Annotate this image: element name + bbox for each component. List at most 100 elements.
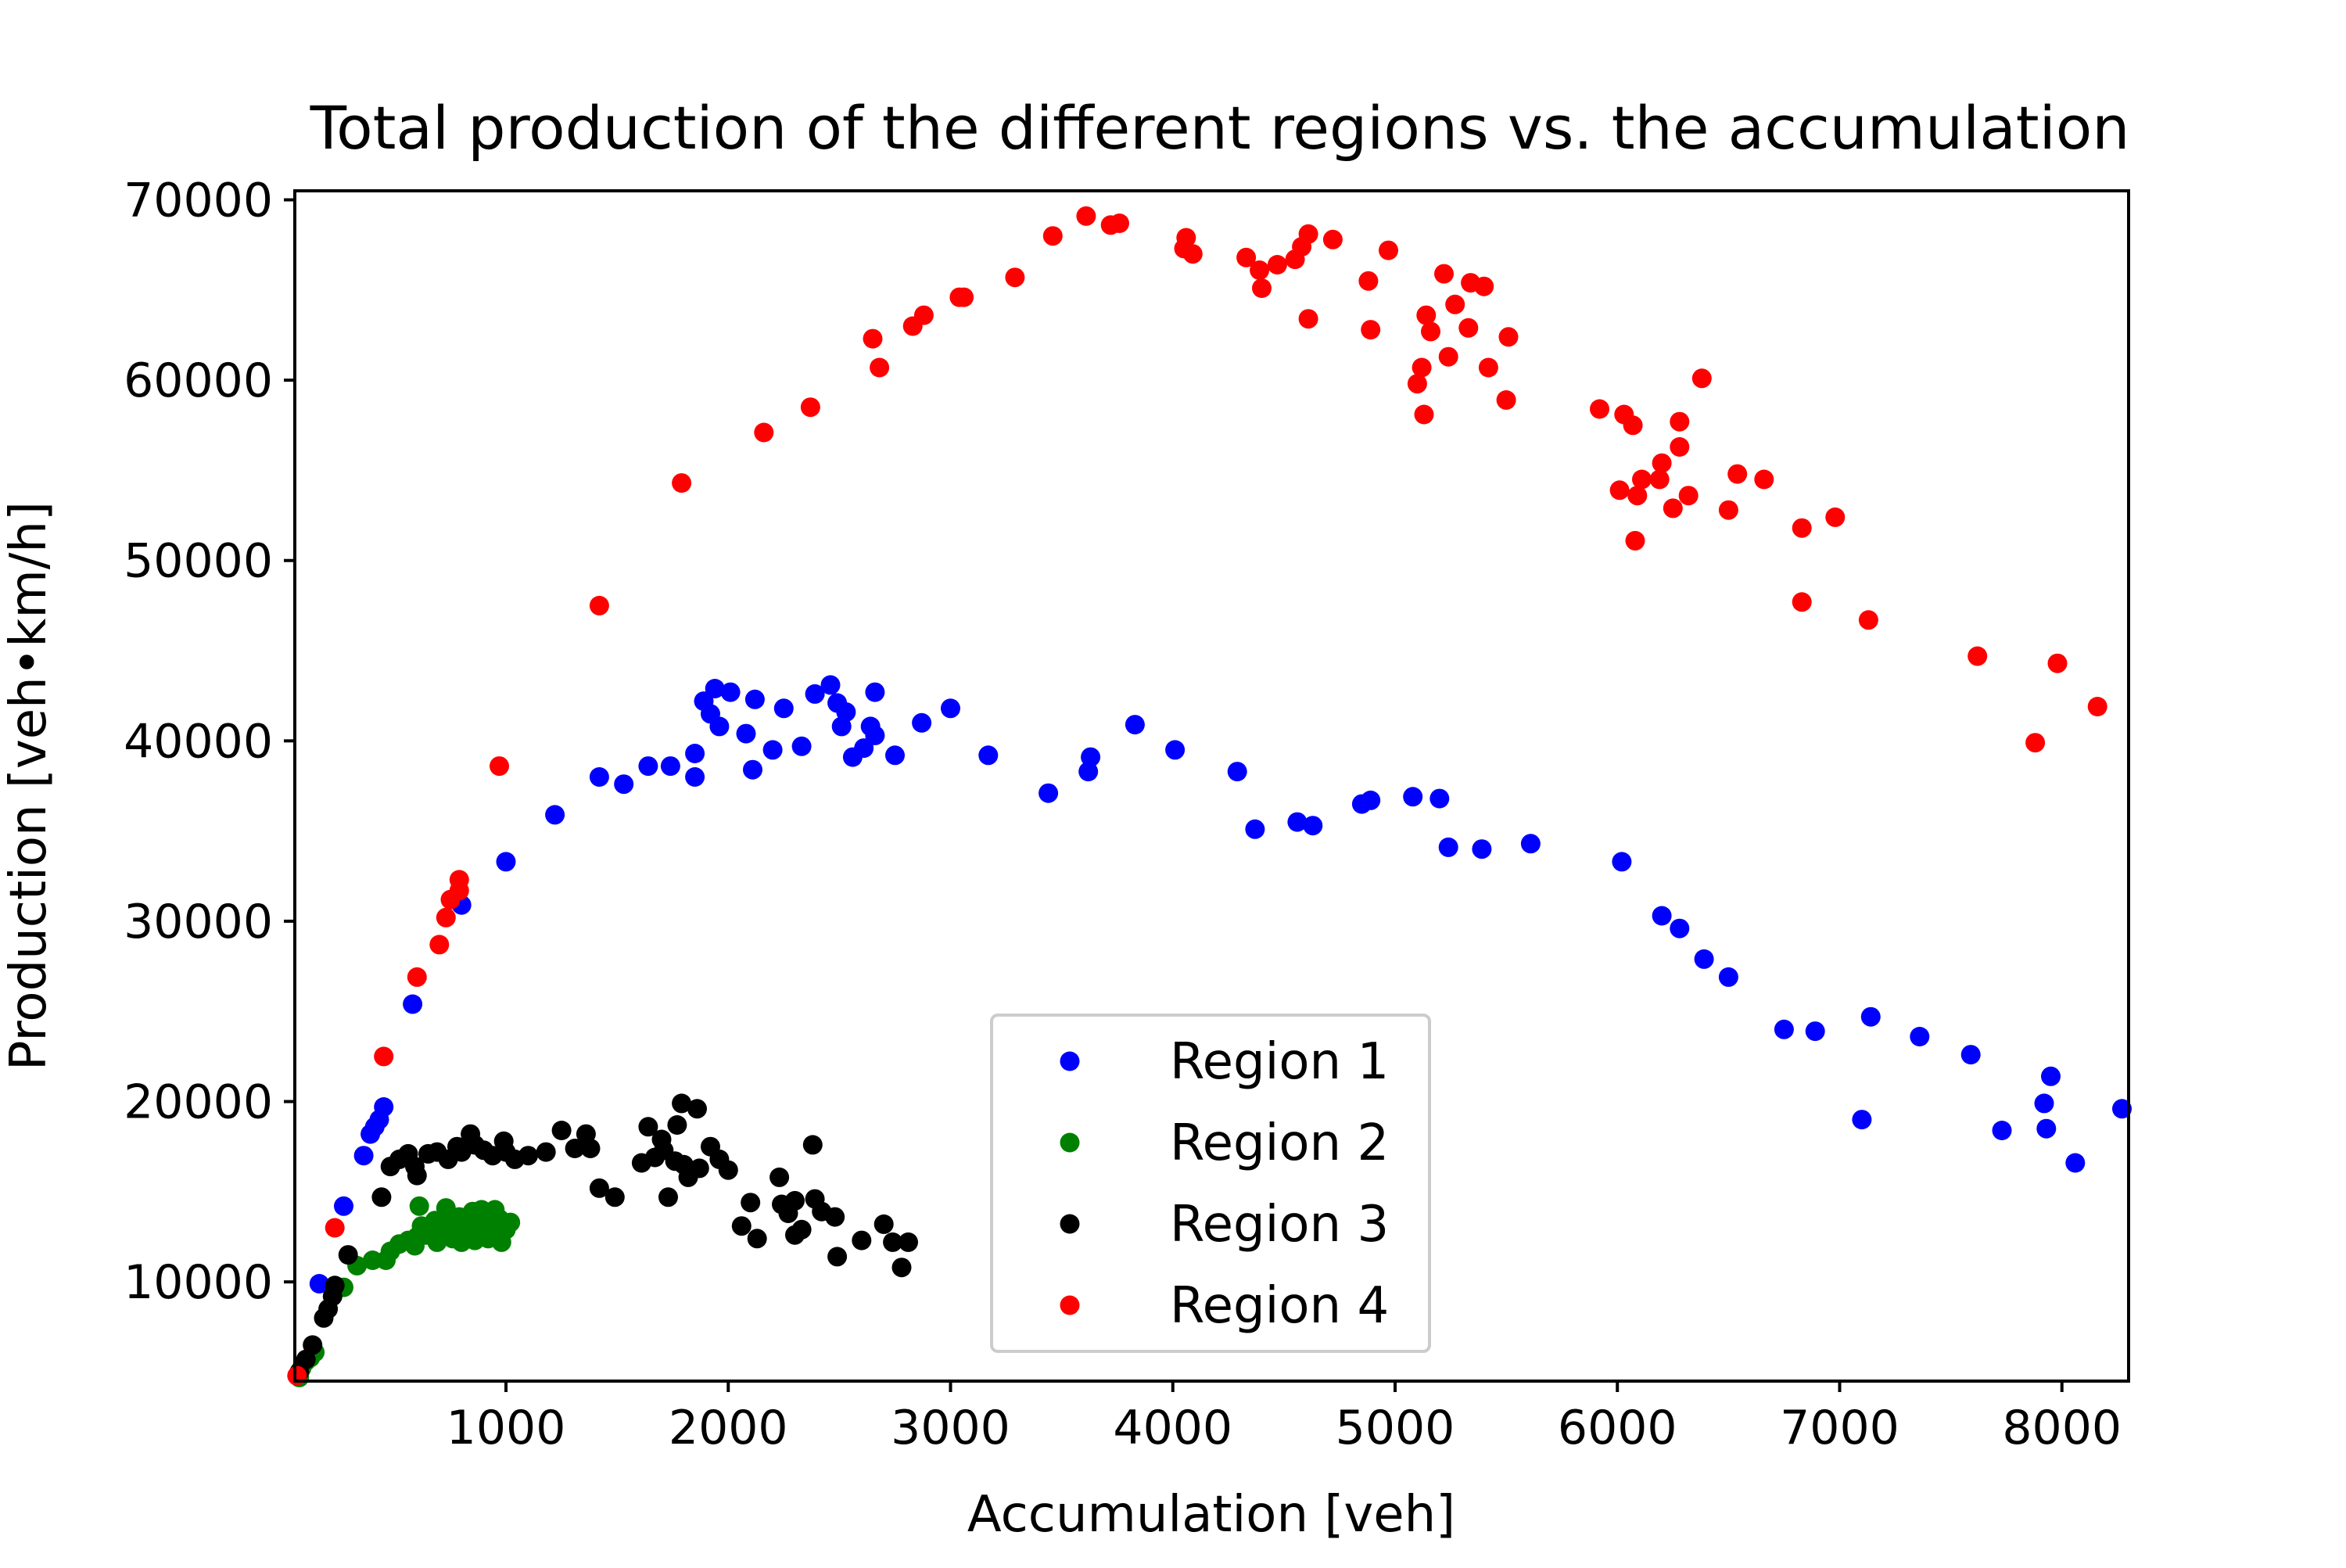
y-tick-label: 40000 [124, 714, 273, 769]
data-point [865, 725, 885, 745]
data-point [762, 740, 783, 760]
data-point [769, 1167, 790, 1187]
data-point [1792, 518, 1812, 538]
data-point [1652, 453, 1672, 473]
data-point [325, 1218, 345, 1238]
x-tick-label: 7000 [1780, 1401, 1899, 1455]
data-point [589, 1178, 609, 1198]
data-point [672, 473, 692, 493]
data-point [870, 357, 890, 378]
data-point [941, 698, 960, 719]
data-point [667, 1115, 687, 1135]
data-point [1858, 610, 1878, 630]
data-point [825, 1207, 845, 1227]
data-point [1825, 507, 1846, 527]
data-point [1038, 783, 1059, 803]
data-point [854, 738, 874, 759]
data-point [2036, 1118, 2057, 1139]
data-point [2047, 653, 2068, 673]
data-point [1498, 327, 1519, 347]
series-region-2 [289, 1196, 521, 1387]
data-point [785, 1190, 805, 1211]
data-point [1691, 368, 1712, 389]
data-point [687, 1099, 707, 1119]
data-point [852, 1230, 872, 1250]
data-point [1252, 278, 1272, 298]
data-point [1520, 834, 1541, 854]
data-point [836, 702, 856, 722]
data-point [429, 935, 450, 955]
data-point [1414, 404, 1434, 425]
data-point [1042, 226, 1063, 246]
data-point [2065, 1153, 2086, 1173]
data-point [2087, 697, 2107, 716]
data-point [1287, 812, 1308, 832]
data-point [1267, 255, 1287, 274]
data-point [1236, 247, 1257, 267]
data-point [1805, 1021, 1825, 1042]
data-point [374, 1046, 394, 1067]
data-point [1694, 949, 1714, 969]
data-point [802, 1135, 823, 1155]
data-point [1625, 530, 1645, 551]
data-point [309, 1274, 329, 1294]
data-point [1458, 318, 1479, 338]
data-point [1438, 346, 1458, 367]
data-point [604, 1187, 625, 1207]
legend-box [990, 1014, 1431, 1353]
data-point [863, 328, 883, 349]
data-point [409, 1196, 429, 1216]
data-point [1670, 411, 1690, 432]
data-point [1445, 294, 1465, 314]
x-tick-label: 3000 [891, 1401, 1010, 1455]
data-point [899, 1232, 918, 1252]
data-point [731, 1216, 752, 1236]
data-point [741, 1193, 761, 1213]
data-point [820, 675, 841, 695]
data-point [1627, 486, 1648, 506]
data-point [718, 1160, 738, 1180]
legend: Region 1 Region 2 Region 3 Region 4 [990, 1014, 1431, 1353]
data-point [1774, 1019, 1794, 1039]
data-point [338, 1245, 358, 1265]
data-point [407, 1165, 427, 1186]
data-point [1182, 244, 1203, 264]
data-point [1496, 390, 1516, 410]
x-tick-label: 8000 [2002, 1401, 2122, 1455]
y-tick-label: 20000 [124, 1075, 273, 1130]
y-tick-label: 50000 [124, 534, 273, 589]
data-point [1176, 228, 1196, 248]
data-point [1076, 206, 1096, 226]
data-point [2025, 733, 2046, 753]
data-point [1590, 399, 1609, 419]
data-point [1670, 437, 1690, 457]
data-point [638, 1117, 658, 1137]
data-point [1992, 1121, 2012, 1140]
data-point [1250, 260, 1270, 280]
data-point [374, 1097, 394, 1117]
x-tick-label: 5000 [1336, 1401, 1455, 1455]
data-point [449, 881, 469, 901]
data-point [685, 767, 705, 787]
data-point [1303, 816, 1323, 836]
data-point [490, 756, 509, 777]
data-point [589, 595, 609, 615]
data-point [1078, 762, 1099, 782]
data-point [1245, 819, 1265, 839]
data-point [883, 1232, 903, 1252]
data-point [303, 1335, 323, 1355]
data-point [1792, 592, 1812, 612]
data-point [1165, 740, 1186, 760]
data-point [1412, 357, 1432, 378]
data-point [1478, 357, 1498, 378]
legend-label: Region 4 [1170, 1277, 1389, 1335]
data-point [865, 682, 885, 702]
data-point [500, 1212, 521, 1233]
data-point [743, 759, 762, 780]
data-point [1670, 918, 1690, 938]
data-point [334, 1196, 353, 1216]
data-point [913, 305, 934, 325]
data-point [709, 716, 730, 737]
data-point [1407, 374, 1427, 394]
